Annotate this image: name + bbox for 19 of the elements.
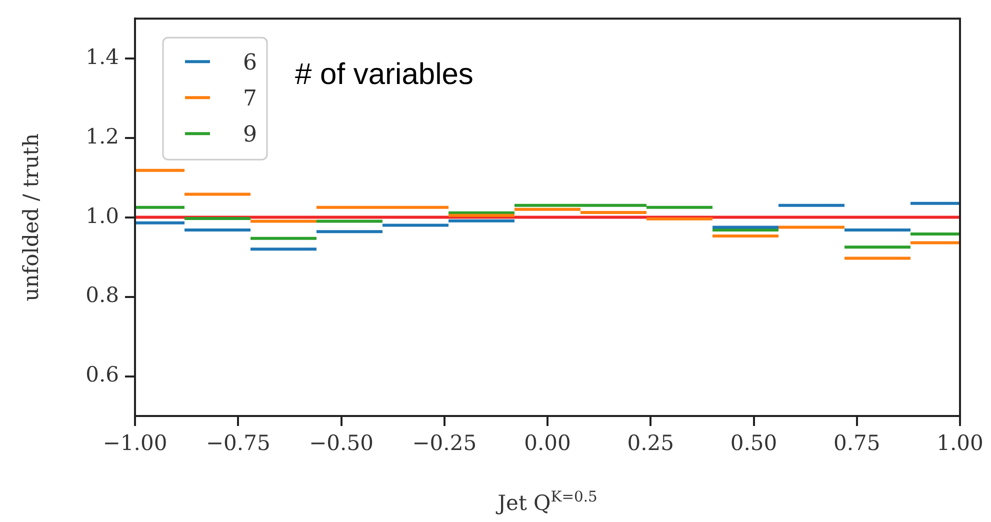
x-tick-label: 1.00	[936, 431, 984, 456]
y-tick-label: 1.0	[86, 204, 119, 228]
y-tick-label: 1.4	[86, 44, 119, 69]
legend-label: 6	[243, 50, 257, 76]
x-tick-label: 0.00	[524, 431, 571, 456]
x-tick-label: 0.25	[627, 431, 674, 456]
x-tick-label: 0.50	[730, 431, 778, 456]
legend-label: 7	[243, 86, 257, 112]
legend-label: 9	[243, 122, 257, 148]
x-tick-label: −0.50	[309, 431, 374, 456]
x-tick-label: 0.75	[833, 431, 880, 456]
x-tick-label: −1.00	[102, 431, 168, 456]
y-axis-title: unfolded / truth	[19, 133, 43, 302]
x-tick-label: −0.75	[206, 431, 270, 456]
y-tick-label: 0.6	[86, 362, 119, 387]
x-tick-label: −0.25	[412, 431, 477, 456]
y-tick-label: 0.8	[86, 283, 119, 308]
y-tick-label: 1.2	[86, 124, 119, 148]
legend-title: # of variables	[295, 58, 474, 91]
